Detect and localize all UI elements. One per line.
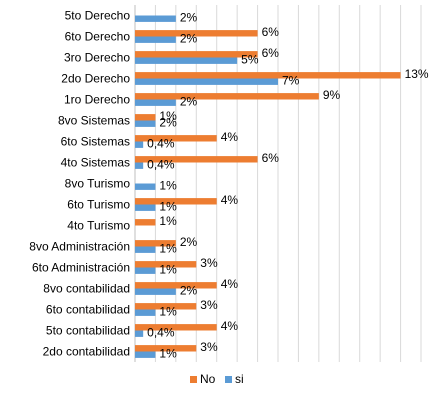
category-label: 4to Sistemas — [61, 156, 130, 170]
bar-no — [135, 324, 217, 331]
legend-swatch-si — [225, 376, 232, 383]
data-label-si: 2% — [180, 283, 198, 297]
data-label-no: 9% — [323, 88, 341, 102]
data-label-no: 4% — [221, 130, 239, 144]
bar-no — [135, 30, 258, 37]
bar-si — [135, 246, 156, 253]
data-label-si: 2% — [180, 94, 198, 108]
bar-si — [135, 288, 176, 295]
category-label: 5to contabilidad — [46, 324, 130, 338]
bar-si — [135, 120, 156, 127]
data-label-si: 1% — [159, 346, 177, 360]
data-label-no: 3% — [200, 256, 218, 270]
category-label: 6to contabilidad — [46, 303, 130, 317]
bar-si — [135, 183, 156, 190]
bar-no — [135, 219, 156, 226]
data-label-si: 1% — [159, 262, 177, 276]
legend: No si — [190, 372, 244, 386]
bar-si — [135, 141, 144, 148]
bar-no — [135, 345, 197, 352]
category-labels: 5to Derecho 6to Derecho 3ro Derecho 2do Der… — [29, 9, 130, 359]
bar-no — [135, 198, 217, 205]
data-label-si: 0,4% — [147, 157, 175, 171]
data-label-no: 4% — [221, 277, 239, 291]
data-label-si: 2% — [159, 115, 177, 129]
gridlines — [134, 5, 422, 362]
data-label-no: 2% — [180, 235, 198, 249]
category-label: 8vo Administración — [29, 240, 130, 254]
category-label: 8vo contabilidad — [43, 282, 130, 296]
category-label: 4to Turismo — [67, 219, 130, 233]
data-label-no: 3% — [200, 340, 218, 354]
bar-no — [135, 156, 258, 163]
bar-no — [135, 114, 156, 121]
bars — [135, 15, 401, 358]
bar-si — [135, 36, 176, 43]
bar-si — [135, 204, 156, 211]
data-label-si: 2% — [180, 31, 198, 45]
bar-si — [135, 99, 176, 106]
data-label-no: 6% — [262, 25, 280, 39]
data-label-no: 13% — [405, 67, 429, 81]
bar-no — [135, 261, 197, 268]
data-label-no: 3% — [200, 298, 218, 312]
data-label-si: 0,4% — [147, 325, 175, 339]
bar-no — [135, 135, 217, 142]
category-label: 8vo Turismo — [65, 177, 131, 191]
bar-si — [135, 162, 144, 169]
data-label-si: 2% — [180, 10, 198, 24]
data-label-si: 1% — [159, 304, 177, 318]
category-label: 2do contabilidad — [43, 345, 130, 359]
category-label: 6to Administración — [32, 261, 130, 275]
data-label-si: 1% — [159, 199, 177, 213]
data-label-si: 5% — [241, 52, 259, 66]
data-label-no: 6% — [262, 46, 280, 60]
data-label-no: 4% — [221, 193, 239, 207]
bar-si — [135, 330, 144, 337]
data-label-no: 1% — [159, 214, 177, 228]
bar-no — [135, 51, 258, 58]
data-labels: 2%6%2%6%5%13%7%9%2%1%2%4%0,4%6%0,4%1%4%1… — [147, 10, 429, 360]
category-label: 6to Sistemas — [61, 135, 130, 149]
data-label-si: 7% — [282, 73, 300, 87]
bar-no — [135, 93, 319, 100]
category-label: 1ro Derecho — [64, 93, 130, 107]
legend-label-no: No — [200, 372, 216, 386]
data-label-no: 6% — [262, 151, 280, 165]
data-label-si: 1% — [159, 178, 177, 192]
data-label-si: 1% — [159, 241, 177, 255]
category-label: 6to Turismo — [67, 198, 130, 212]
bar-si — [135, 15, 176, 22]
category-label: 6to Derecho — [65, 30, 131, 44]
bar-si — [135, 267, 156, 274]
legend-swatch-no — [190, 376, 197, 383]
bar-si — [135, 78, 278, 85]
data-label-no: 1% — [159, 109, 177, 123]
bar-no — [135, 282, 217, 289]
data-label-no: 4% — [221, 319, 239, 333]
legend-label-si: si — [235, 372, 244, 386]
category-label: 3ro Derecho — [64, 51, 130, 65]
category-label: 5to Derecho — [65, 9, 131, 23]
category-label: 2do Derecho — [61, 72, 130, 86]
bar-si — [135, 309, 156, 316]
bar-si — [135, 57, 238, 64]
bar-si — [135, 351, 156, 358]
bar-no — [135, 303, 197, 310]
data-label-si: 0,4% — [147, 136, 175, 150]
bar-no — [135, 72, 401, 79]
category-label: 8vo Sistemas — [58, 114, 130, 128]
bar-no — [135, 240, 176, 247]
